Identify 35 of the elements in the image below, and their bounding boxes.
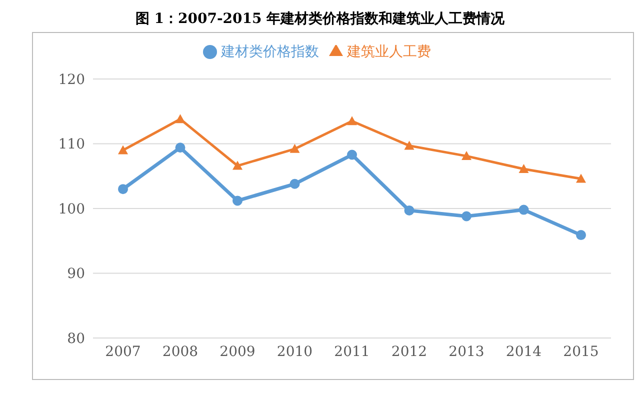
- point: [347, 150, 357, 160]
- point: [232, 196, 242, 206]
- y-tick-label: 80: [67, 330, 85, 347]
- chart-title: 图 1：2007-2015 年建材类价格指数和建筑业人工费情况: [134, 10, 506, 29]
- x-tick-label: 2010: [276, 344, 313, 360]
- point: [175, 142, 186, 153]
- x-tick-label: 2008: [162, 344, 198, 360]
- point: [347, 116, 357, 126]
- point: [290, 144, 300, 153]
- point: [404, 205, 414, 216]
- x-tick-label: 2012: [391, 344, 428, 360]
- point: [232, 160, 242, 170]
- x-tick-label: 2007: [105, 344, 141, 360]
- y-tick-label: 90: [67, 266, 85, 282]
- x-tick-label: 2011: [334, 344, 370, 360]
- x-tick-label: 2013: [448, 344, 484, 360]
- point: [576, 174, 586, 183]
- point: [462, 211, 472, 222]
- legend-label: 建材类价格指数: [221, 44, 319, 60]
- point: [576, 230, 586, 240]
- point: [462, 151, 472, 160]
- y-tick-label: 110: [58, 136, 85, 153]
- point: [518, 204, 529, 215]
- point: [118, 184, 128, 194]
- point: [518, 164, 529, 174]
- point: [404, 140, 414, 150]
- x-tick-label: 2014: [506, 344, 542, 360]
- point: [290, 178, 300, 189]
- x-tick-label: 2009: [220, 344, 256, 360]
- legend-label: 建筑业人工费: [347, 44, 431, 60]
- y-tick-label: 120: [58, 72, 85, 88]
- y-tick-label: 100: [58, 201, 85, 218]
- x-tick-label: 2015: [563, 344, 599, 360]
- point: [118, 145, 128, 154]
- point: [175, 114, 186, 124]
